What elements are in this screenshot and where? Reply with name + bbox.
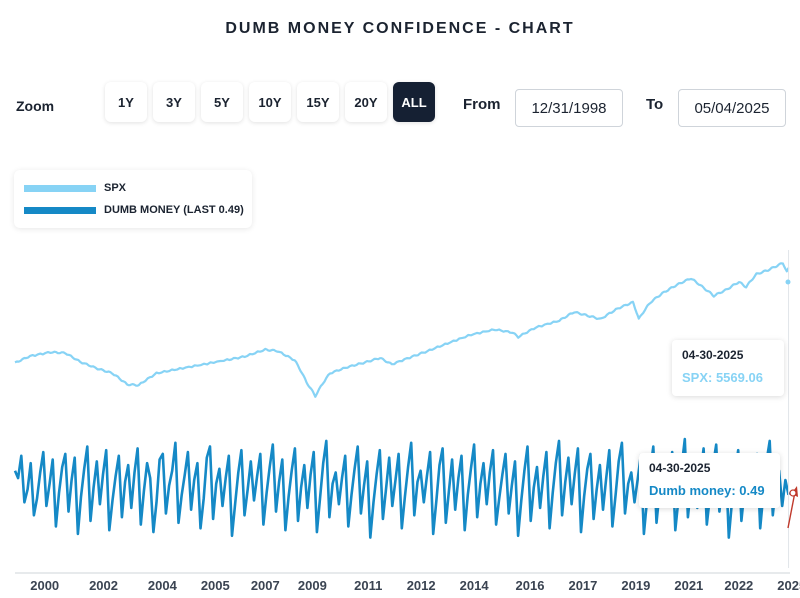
x-tick-label: 2000 <box>30 578 59 593</box>
from-label: From <box>463 96 501 113</box>
spx-tooltip-date: 04-30-2025 <box>682 348 744 362</box>
zoom-1y-button[interactable]: 1Y <box>105 82 147 122</box>
dumb-money-tooltip: 04-30-2025 Dumb money: 0.49 <box>639 453 780 508</box>
legend-spx-label: SPX <box>104 182 127 194</box>
zoom-all-button[interactable]: ALL <box>393 82 435 122</box>
spx-last-point-marker <box>785 279 791 285</box>
legend-item-dumb-money[interactable]: DUMB MONEY (LAST 0.49) <box>24 204 244 216</box>
spx-tooltip: 04-30-2025 SPX: 5569.06 <box>672 340 784 396</box>
dumb-tooltip-date: 04-30-2025 <box>649 461 711 475</box>
x-tick-label: 2002 <box>89 578 118 593</box>
spx-line <box>14 262 790 398</box>
x-tick-label: 2005 <box>201 578 230 593</box>
x-tick-label: 2007 <box>251 578 280 593</box>
legend-item-spx[interactable]: SPX <box>24 182 126 194</box>
from-date-input[interactable] <box>515 89 623 127</box>
legend-dumb-money-label: DUMB MONEY (LAST 0.49) <box>104 204 244 216</box>
zoom-15y-button[interactable]: 15Y <box>297 82 339 122</box>
x-tick-label: 2014 <box>460 578 490 593</box>
x-tick-label: 2012 <box>407 578 436 593</box>
x-tick-label: 2009 <box>298 578 327 593</box>
spx-swatch <box>24 184 96 192</box>
last-point-marker <box>789 489 797 497</box>
x-tick-label: 2025 <box>777 578 800 593</box>
zoom-20y-button[interactable]: 20Y <box>345 82 387 122</box>
annotation-arrow-shaft <box>787 491 796 529</box>
x-tick-label: 2019 <box>621 578 650 593</box>
to-date-input[interactable] <box>678 89 786 127</box>
x-tick-label: 2021 <box>674 578 703 593</box>
x-tick-label: 2004 <box>148 578 178 593</box>
page-title: DUMB MONEY CONFIDENCE - CHART <box>225 20 575 37</box>
zoom-10y-button[interactable]: 10Y <box>249 82 291 122</box>
spx-tooltip-value: SPX: 5569.06 <box>682 370 763 385</box>
x-tick-label: 2016 <box>516 578 545 593</box>
x-tick-label: 2011 <box>354 578 382 593</box>
x-tick-label: 2022 <box>724 578 753 593</box>
chart-legend: SPX DUMB MONEY (LAST 0.49) <box>14 170 252 228</box>
dumb-tooltip-value: Dumb money: 0.49 <box>649 483 765 498</box>
zoom-label: Zoom <box>16 98 55 114</box>
dumb-money-swatch <box>24 206 96 214</box>
to-label: To <box>646 96 664 113</box>
zoom-3y-button[interactable]: 3Y <box>153 82 195 122</box>
x-tick-label: 2017 <box>568 578 597 593</box>
zoom-5y-button[interactable]: 5Y <box>201 82 243 122</box>
